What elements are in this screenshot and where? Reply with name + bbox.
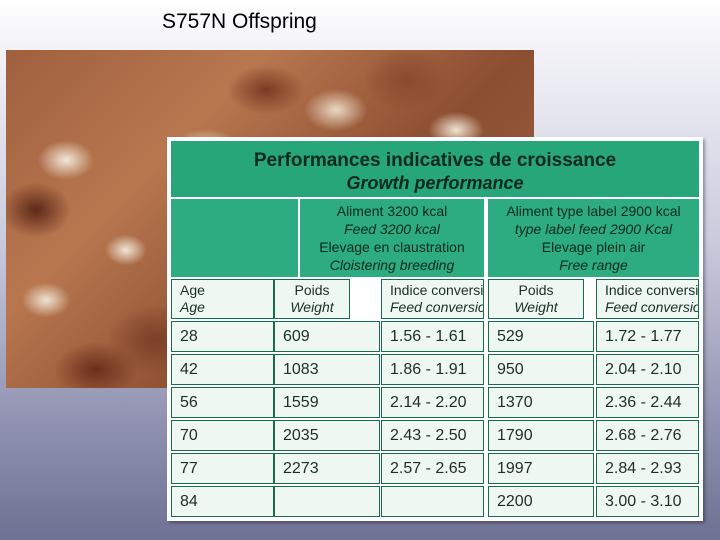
group-a-line: Feed 3200 kcal [344, 221, 440, 237]
cell-conversion-b: 1.72 - 1.77 [596, 321, 699, 352]
growth-table: Performances indicatives de croissance G… [167, 137, 703, 521]
group-b-line: Aliment type label 2900 kcal [506, 203, 681, 219]
cell-conversion-b: 2.84 - 2.93 [596, 453, 699, 484]
table-row: 77 2273 2.57 - 2.65 1997 2.84 - 2.93 [171, 453, 699, 484]
group-header-free-range: Aliment type label 2900 kcal type label … [488, 199, 699, 277]
cell-weight-a: 2035 [274, 420, 380, 451]
column-header-conversion-b: Indice conversionFeed conversion [596, 279, 699, 319]
slide-title: S757N Offspring [162, 10, 317, 33]
cell-conversion-a: 2.14 - 2.20 [381, 387, 484, 418]
cell-conversion-b: 2.36 - 2.44 [596, 387, 699, 418]
column-header-age: Age Age [171, 279, 274, 319]
cell-conversion-a: 2.43 - 2.50 [381, 420, 484, 451]
cell-conversion-a [381, 486, 484, 517]
group-a-line: Aliment 3200 kcal [336, 203, 448, 219]
group-a-line: Elevage en claustration [319, 239, 465, 255]
column-header-weight-b: Poids Weight [488, 279, 584, 319]
table-row: 84 2200 3.00 - 3.10 [171, 486, 699, 517]
cell-weight-b: 1790 [488, 420, 594, 451]
cell-conversion-a: 2.57 - 2.65 [381, 453, 484, 484]
cell-age: 56 [171, 387, 274, 418]
cell-age: 42 [171, 354, 274, 385]
cell-weight-a [274, 486, 380, 517]
group-a-line: Cloistering breeding [329, 257, 455, 273]
group-header-cloistering: Aliment 3200 kcal Feed 3200 kcal Elevage… [300, 199, 484, 277]
group-b-line: Free range [559, 257, 628, 273]
cell-weight-b: 950 [488, 354, 594, 385]
column-header-conversion-a: Indice conversionFeed conversion [381, 279, 484, 319]
cell-weight-a: 1559 [274, 387, 380, 418]
cell-conversion-b: 3.00 - 3.10 [596, 486, 699, 517]
table-title: Performances indicatives de croissance G… [171, 141, 699, 197]
header-spacer [171, 199, 298, 277]
cell-weight-b: 1370 [488, 387, 594, 418]
cell-weight-a: 609 [274, 321, 380, 352]
table-row: 56 1559 2.14 - 2.20 1370 2.36 - 2.44 [171, 387, 699, 418]
table-row: 70 2035 2.43 - 2.50 1790 2.68 - 2.76 [171, 420, 699, 451]
cell-conversion-b: 2.04 - 2.10 [596, 354, 699, 385]
cell-weight-a: 1083 [274, 354, 380, 385]
cell-age: 84 [171, 486, 274, 517]
group-b-line: Elevage plein air [541, 239, 646, 255]
cell-weight-b: 1997 [488, 453, 594, 484]
cell-conversion-a: 1.86 - 1.91 [381, 354, 484, 385]
cell-age: 28 [171, 321, 274, 352]
cell-weight-b: 529 [488, 321, 594, 352]
cell-conversion-b: 2.68 - 2.76 [596, 420, 699, 451]
cell-age: 70 [171, 420, 274, 451]
table-title-fr: Performances indicatives de croissance [253, 150, 617, 171]
cell-weight-b: 2200 [488, 486, 594, 517]
table-row: 42 1083 1.86 - 1.91 950 2.04 - 2.10 [171, 354, 699, 385]
cell-conversion-a: 1.56 - 1.61 [381, 321, 484, 352]
column-header-weight-a: Poids Weight [274, 279, 350, 319]
group-b-line: type label feed 2900 Kcal [514, 221, 673, 237]
table-title-en: Growth performance [346, 173, 524, 193]
table-row: 28 609 1.56 - 1.61 529 1.72 - 1.77 [171, 321, 699, 352]
cell-weight-a: 2273 [274, 453, 380, 484]
cell-age: 77 [171, 453, 274, 484]
